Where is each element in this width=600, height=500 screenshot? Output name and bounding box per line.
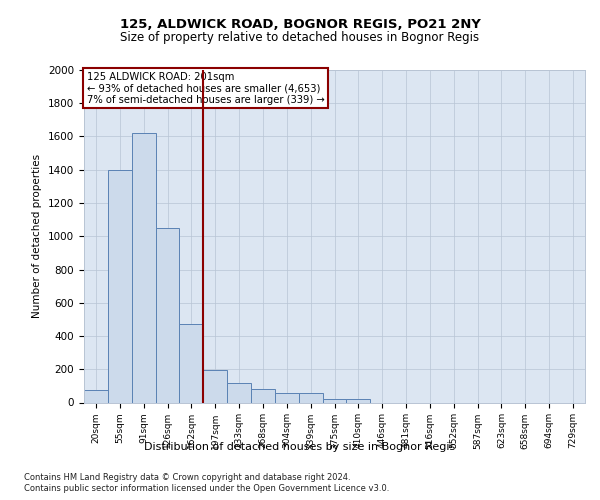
Bar [275,394,299,402]
Text: 125 ALDWICK ROAD: 201sqm
← 93% of detached houses are smaller (4,653)
7% of semi: 125 ALDWICK ROAD: 201sqm ← 93% of detach… [86,72,324,105]
Bar [132,133,155,402]
Bar [108,170,132,402]
Bar [227,382,251,402]
Text: Size of property relative to detached houses in Bognor Regis: Size of property relative to detached ho… [121,32,479,44]
Text: Distribution of detached houses by size in Bognor Regis: Distribution of detached houses by size … [145,442,455,452]
Text: Contains HM Land Registry data © Crown copyright and database right 2024.: Contains HM Land Registry data © Crown c… [24,472,350,482]
Bar [203,370,227,402]
Y-axis label: Number of detached properties: Number of detached properties [32,154,43,318]
Text: 125, ALDWICK ROAD, BOGNOR REGIS, PO21 2NY: 125, ALDWICK ROAD, BOGNOR REGIS, PO21 2N… [119,18,481,30]
Bar [179,324,203,402]
Bar [251,389,275,402]
Text: Contains public sector information licensed under the Open Government Licence v3: Contains public sector information licen… [24,484,389,493]
Bar [299,394,323,402]
Bar [323,399,346,402]
Bar [346,399,370,402]
Bar [84,390,108,402]
Bar [155,228,179,402]
